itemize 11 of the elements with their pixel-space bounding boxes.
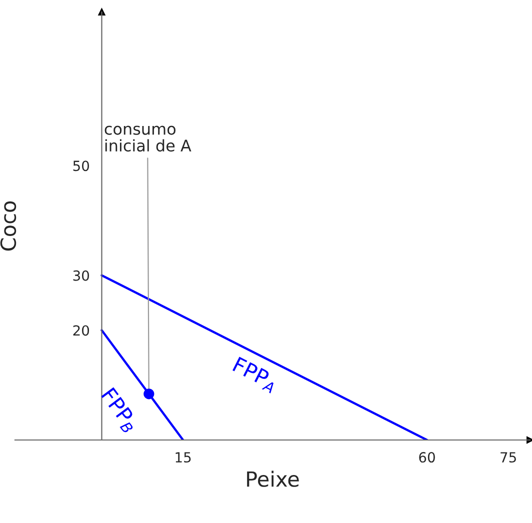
y-axis-title: Coco xyxy=(0,201,16,251)
x-tick-label: 60 xyxy=(419,452,435,463)
y-tick-label: 30 xyxy=(73,270,90,281)
x-tick-label: 15 xyxy=(176,452,191,463)
y-tick-label: 20 xyxy=(73,325,90,336)
text: FPP$_{B}$ xyxy=(98,387,140,434)
x-axis-title: Peixe xyxy=(247,470,299,487)
annotation: consumo inicial de A xyxy=(104,126,192,152)
text: FPP$_{A}$ xyxy=(230,356,279,394)
y-tick-label: 50 xyxy=(73,160,90,172)
x-tick-label: 75 xyxy=(500,452,516,463)
